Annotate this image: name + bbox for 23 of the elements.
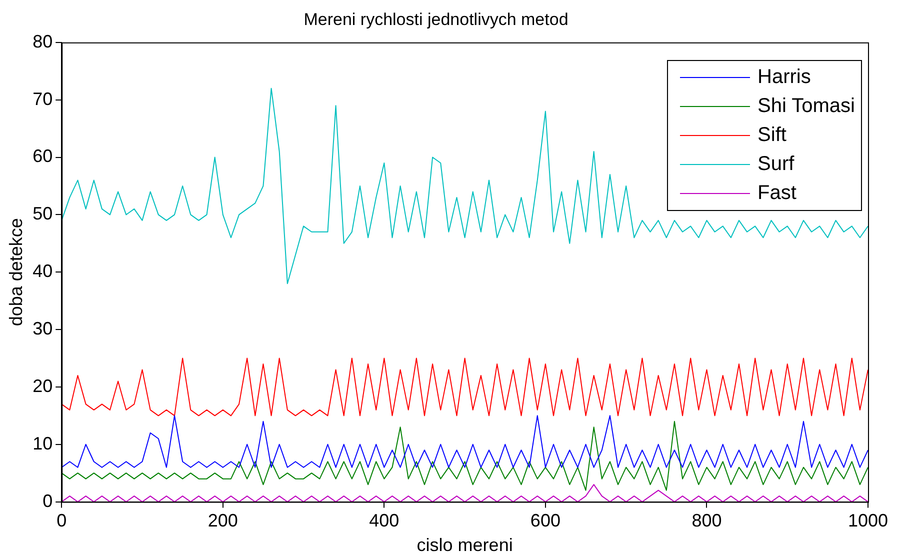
y-tick-label: 20 [32,376,53,396]
y-tick-label: 50 [32,204,53,224]
y-tick-label: 0 [42,490,53,511]
x-tick-label: 400 [369,510,400,531]
y-tick-label: 10 [32,433,53,454]
chart-title: Mereni rychlosti jednotlivych metod [304,10,568,29]
legend-label: Harris [758,66,811,89]
legend-label: Surf [758,153,794,176]
x-tick-label: 800 [692,510,722,531]
x-tick-label: 200 [208,510,238,531]
legend-label: Sift [758,124,786,147]
x-tick-label: 600 [530,510,560,531]
legend-label: Fast [758,182,796,205]
x-tick-label: 1000 [848,510,888,531]
x-tick-label: 0 [56,510,67,531]
y-tick-label: 30 [32,318,53,338]
legend-label: Shi Tomasi [758,95,855,118]
x-axis-title: cislo mereni [416,535,513,556]
y-tick-label: 40 [32,261,53,282]
y-axis-title: doba detekce [6,218,26,326]
y-tick-label: 70 [32,88,53,109]
y-tick-label: 80 [32,31,53,52]
y-tick-label: 60 [32,146,53,166]
